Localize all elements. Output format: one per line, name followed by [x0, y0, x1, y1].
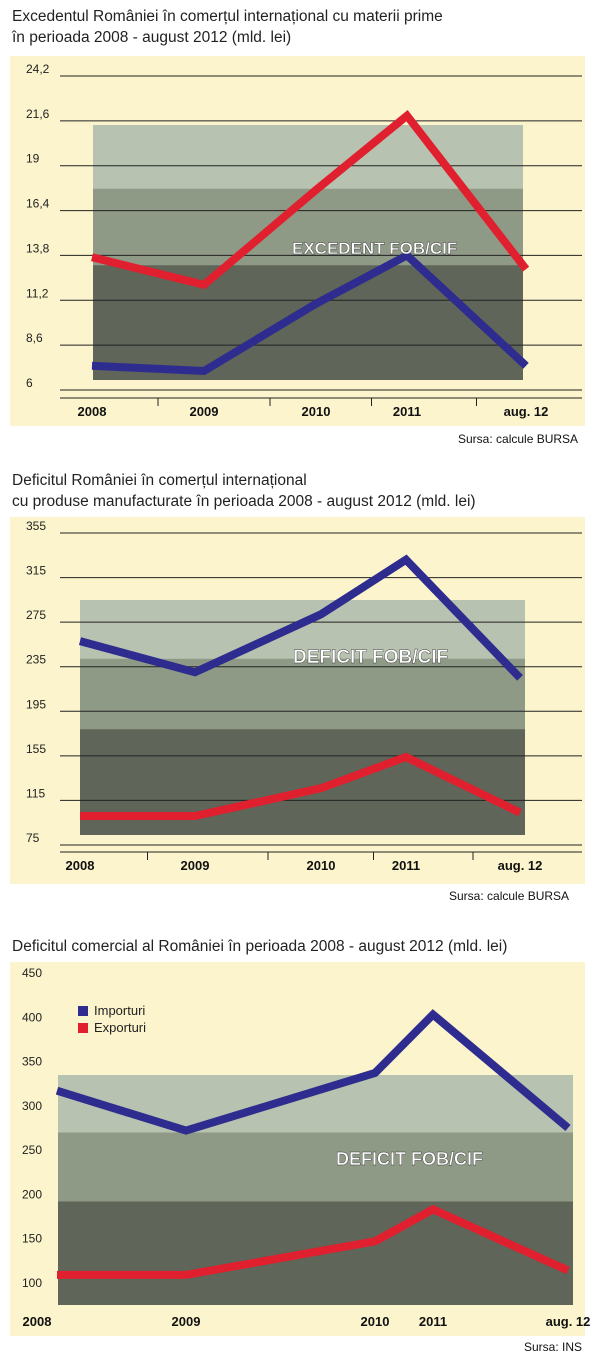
chart3-x-tick-label: 2011	[419, 1314, 447, 1329]
chart1-y-tick-label: 16,4	[26, 197, 50, 211]
chart3-x-tick-label: 2009	[172, 1314, 201, 1329]
chart3-legend-swatch	[78, 1006, 88, 1016]
chart1-title: Excedentul României în comerțul internaț…	[12, 8, 443, 46]
chart2-x-tick-label: 2010	[307, 858, 336, 873]
chart3-y-tick-label: 100	[22, 1276, 42, 1290]
chart1-annotation: EXCEDENT FOB/CIF	[292, 239, 457, 258]
chart3-annotation: DEFICIT FOB/CIF	[336, 1149, 483, 1169]
chart2-x-tick-label: aug. 12	[498, 858, 543, 873]
chart2-y-tick-label: 195	[26, 697, 46, 711]
chart2-y-tick-label: 115	[26, 786, 45, 800]
chart2-title: Deficitul României în comerțul internați…	[12, 472, 476, 510]
chart1-y-tick-label: 19	[26, 152, 40, 166]
chart3-y-tick-label: 150	[22, 1232, 42, 1246]
chart3-x-tick-label: aug. 12	[546, 1314, 591, 1329]
chart2-source: Sursa: calcule BURSA	[449, 889, 570, 903]
chart3-background-photo	[58, 1075, 573, 1305]
chart2-y-tick-label: 275	[26, 608, 46, 622]
chart1-x-tick-label: aug. 12	[504, 404, 549, 419]
chart3-photo-sky	[58, 1075, 573, 1133]
chart1-source: Sursa: calcule BURSA	[458, 432, 579, 446]
chart1-y-tick-label: 8,6	[26, 331, 43, 345]
chart3-legend-label: Importuri	[94, 1003, 145, 1018]
chart2-annotation: DEFICIT FOB/CIF	[293, 647, 448, 668]
chart3-x-tick-label: 2010	[361, 1314, 390, 1329]
chart1-y-tick-label: 13,8	[26, 241, 50, 255]
chart2-x-tick-label: 2011	[392, 858, 420, 873]
chart2-x-tick-label: 2008	[66, 858, 95, 873]
chart2-y-tick-label: 315	[26, 564, 46, 578]
chart1-photo-ground	[93, 265, 523, 380]
chart2-y-tick-label: 355	[26, 519, 46, 533]
chart3-y-tick-label: 350	[22, 1055, 42, 1069]
chart1-x-tick-label: 2011	[393, 404, 421, 419]
chart3-legend-swatch	[78, 1023, 88, 1033]
chart3-title: Deficitul comercial al României în perio…	[12, 938, 508, 955]
chart1-x-tick-label: 2008	[78, 404, 107, 419]
chart3-legend-label: Exporturi	[94, 1020, 146, 1035]
chart2-y-tick-label: 75	[26, 831, 40, 845]
chart1-y-tick-label: 24,2	[26, 62, 50, 76]
chart3-y-tick-label: 450	[22, 966, 42, 980]
chart3-y-tick-label: 400	[22, 1010, 42, 1024]
chart3-x-tick-label: 2008	[23, 1314, 52, 1329]
chart3-source: Sursa: INS	[524, 1340, 583, 1354]
chart1-y-tick-label: 11,2	[26, 286, 49, 300]
chart1-y-tick-label: 6	[26, 376, 33, 390]
chart3-y-tick-label: 250	[22, 1143, 42, 1157]
chart1-x-tick-label: 2010	[302, 404, 331, 419]
chart2-y-tick-label: 155	[26, 742, 46, 756]
chart1-y-tick-label: 21,6	[26, 107, 50, 121]
chart2-x-tick-label: 2009	[181, 858, 210, 873]
chart3-y-tick-label: 200	[22, 1187, 42, 1201]
chart3-y-tick-label: 300	[22, 1099, 42, 1113]
chart1-x-tick-label: 2009	[190, 404, 219, 419]
chart2-y-tick-label: 235	[26, 653, 46, 667]
